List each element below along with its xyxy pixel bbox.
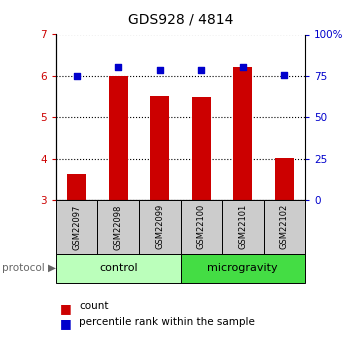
Text: protocol ▶: protocol ▶ [2,263,56,273]
Point [74,73,80,79]
Bar [275,158,293,200]
Point [157,67,162,73]
Text: GSM22098: GSM22098 [114,204,123,249]
Text: ■: ■ [60,302,71,315]
Point [240,64,245,70]
Text: ■: ■ [60,317,71,331]
Bar [109,76,127,200]
Text: GDS928 / 4814: GDS928 / 4814 [128,12,233,26]
Text: count: count [79,301,109,311]
Text: GSM22100: GSM22100 [197,204,206,249]
Text: microgravity: microgravity [208,263,278,273]
Text: GSM22097: GSM22097 [72,204,81,249]
Text: GSM22099: GSM22099 [155,204,164,249]
Point [199,67,204,73]
Point [282,72,287,78]
Bar [151,96,169,200]
Bar [234,67,252,200]
Text: percentile rank within the sample: percentile rank within the sample [79,317,255,327]
Text: GSM22102: GSM22102 [280,204,289,249]
Point [116,64,121,70]
Text: control: control [99,263,138,273]
Text: GSM22101: GSM22101 [238,204,247,249]
Bar [68,175,86,200]
Bar [192,97,210,200]
